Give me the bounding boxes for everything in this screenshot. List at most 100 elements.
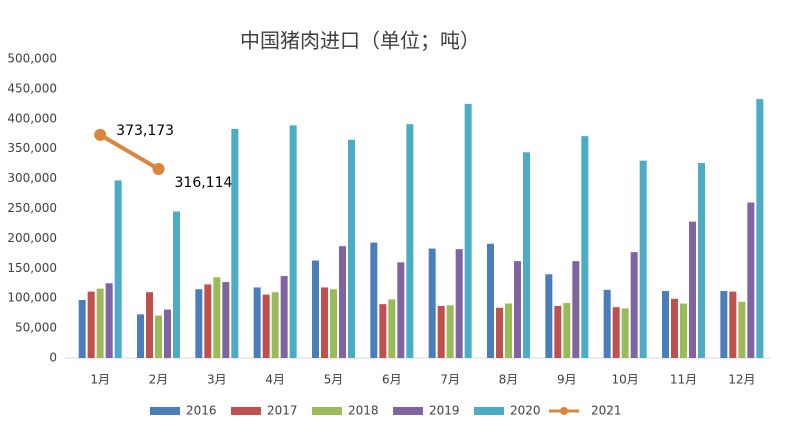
bar	[271, 292, 279, 358]
bar	[388, 299, 396, 358]
x-tick-label: 3月	[207, 373, 227, 387]
bar	[756, 99, 764, 358]
x-tick-label: 6月	[382, 373, 402, 387]
y-tick-label: 300,000	[7, 171, 57, 185]
x-tick-label: 12月	[728, 373, 755, 387]
bar	[78, 299, 86, 358]
bar	[195, 289, 203, 358]
x-tick-label: 7月	[440, 373, 460, 387]
bar	[253, 287, 261, 358]
bar	[428, 248, 436, 358]
y-tick-label: 50,000	[15, 321, 57, 335]
bar	[621, 308, 629, 358]
bar	[213, 277, 221, 358]
bar	[523, 152, 530, 358]
y-tick-label: 200,000	[7, 231, 57, 245]
bar	[262, 294, 270, 358]
x-tick-label: 5月	[324, 373, 344, 387]
bar	[280, 276, 288, 358]
bar	[312, 260, 319, 358]
bar	[370, 242, 378, 358]
y-tick-label: 350,000	[7, 141, 57, 155]
legend-swatch	[560, 407, 568, 415]
data-label: 373,173	[116, 123, 174, 139]
bar	[581, 136, 589, 358]
bar	[496, 307, 503, 358]
bar	[671, 298, 678, 358]
bar	[137, 314, 144, 358]
legend-label: 2021	[591, 404, 622, 418]
x-tick-label: 4月	[265, 373, 285, 387]
bar	[554, 305, 562, 358]
bar	[689, 221, 696, 358]
y-tick-label: 500,000	[7, 52, 57, 66]
chart-title: 中国猪肉进口（单位；吨）	[240, 29, 480, 53]
x-tick-label: 2月	[149, 373, 169, 387]
bar	[698, 163, 705, 358]
legend-label: 2016	[186, 404, 217, 418]
x-tick-label: 10月	[612, 373, 639, 387]
y-tick-label: 450,000	[7, 81, 57, 95]
bar	[639, 160, 647, 358]
bar	[231, 128, 239, 358]
y-tick-label: 0	[49, 351, 57, 365]
bar	[720, 291, 728, 358]
legend-swatch	[393, 407, 423, 415]
bar	[348, 139, 355, 358]
x-tick-label: 9月	[557, 373, 577, 387]
x-tick-label: 8月	[499, 373, 519, 387]
legend-label: 2018	[348, 404, 379, 418]
bar	[155, 315, 162, 358]
bar	[173, 211, 180, 358]
bar	[114, 180, 122, 358]
legend-label: 2017	[267, 404, 298, 418]
bar	[321, 287, 328, 358]
legend-swatch	[474, 407, 504, 415]
x-tick-label: 1月	[90, 373, 110, 387]
bar	[563, 302, 571, 358]
bar	[96, 288, 104, 358]
x-tick-label: 11月	[670, 373, 697, 387]
line	[99, 133, 160, 171]
legend-label: 2019	[429, 404, 460, 418]
bar	[397, 262, 405, 358]
bar	[146, 292, 153, 358]
bar	[545, 274, 553, 358]
bar	[339, 246, 346, 358]
bar	[164, 309, 171, 358]
bar	[662, 291, 669, 358]
y-tick-label: 400,000	[7, 111, 57, 125]
legend-label: 2020	[510, 404, 541, 418]
bar	[738, 301, 746, 358]
bar	[289, 125, 297, 359]
bar	[446, 305, 454, 358]
bar	[572, 261, 580, 358]
bar	[505, 303, 512, 358]
legend-swatch	[231, 407, 261, 415]
bar	[747, 202, 755, 358]
data-label: 316,114	[175, 175, 233, 191]
bar	[612, 307, 620, 358]
legend-swatch	[312, 407, 342, 415]
bar	[105, 283, 113, 358]
line-marker	[94, 128, 107, 141]
bar	[455, 249, 463, 358]
y-tick-label: 250,000	[7, 201, 57, 215]
y-tick-label: 100,000	[7, 291, 57, 305]
bar	[330, 289, 337, 358]
bar	[514, 261, 521, 358]
bar	[680, 303, 687, 358]
bar	[487, 243, 494, 358]
line-marker	[152, 162, 165, 175]
bar	[603, 289, 611, 358]
bar	[204, 284, 212, 358]
bar	[437, 305, 445, 358]
bar	[406, 124, 414, 358]
legend-swatch	[150, 407, 180, 415]
bar	[464, 103, 472, 358]
bar	[630, 252, 638, 358]
bar	[729, 291, 737, 358]
bar	[222, 282, 230, 358]
y-tick-label: 150,000	[7, 261, 57, 275]
